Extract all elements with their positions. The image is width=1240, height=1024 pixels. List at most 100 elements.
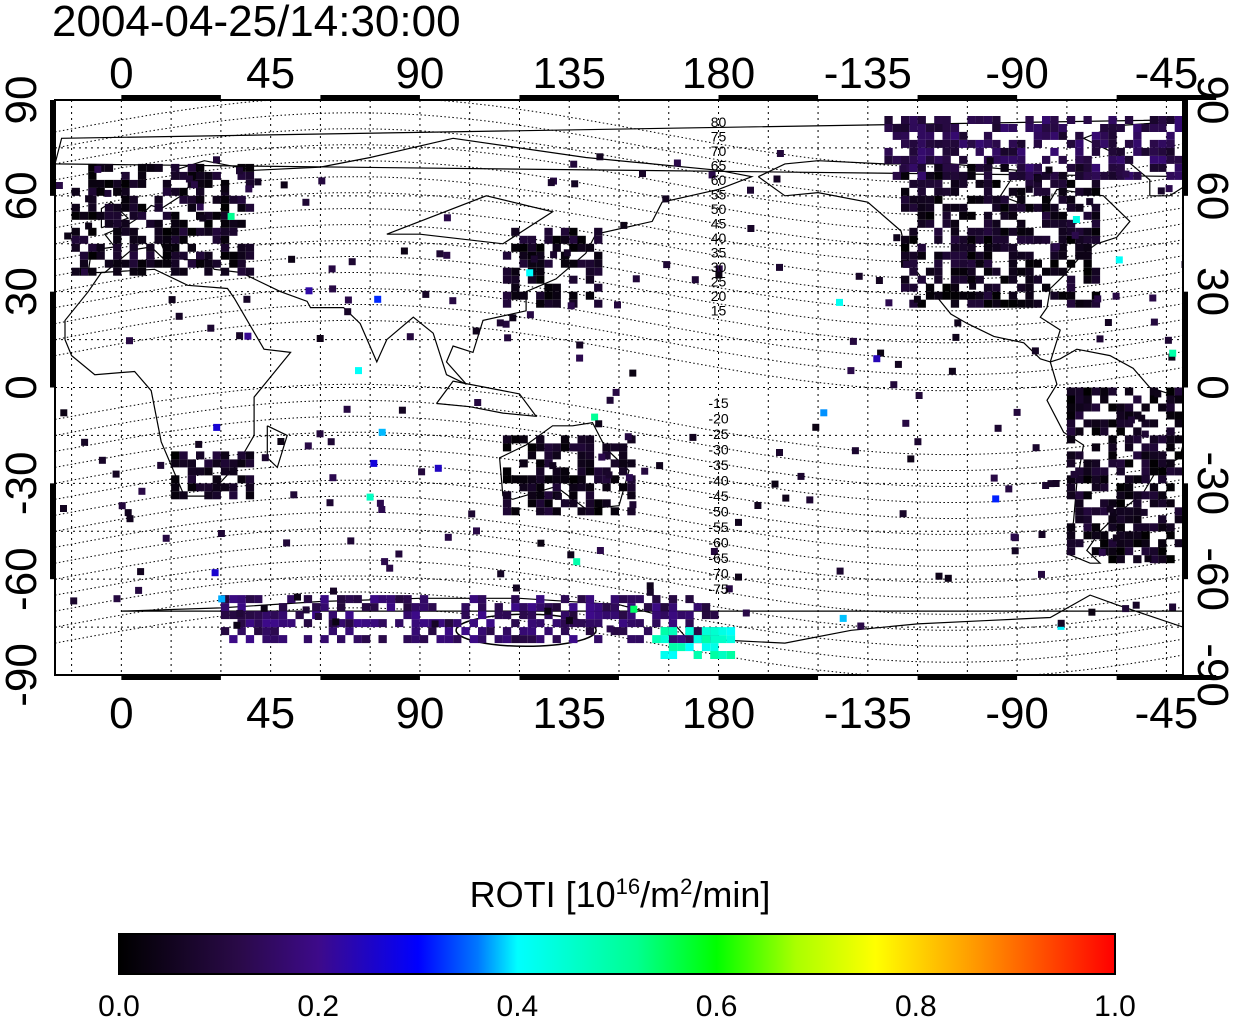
mlat-contour — [55, 176, 1183, 248]
roti-cell — [1149, 395, 1159, 404]
mlat-label: 35 — [711, 245, 727, 261]
roti-cell — [361, 635, 371, 644]
roti-cell — [877, 349, 885, 357]
roti-cell — [411, 635, 420, 644]
roti-cell — [1124, 459, 1134, 468]
roti-cell — [983, 187, 993, 196]
roti-cell — [196, 187, 205, 196]
roti-cell — [536, 635, 545, 644]
roti-cell — [129, 195, 138, 204]
roti-cell — [967, 195, 976, 204]
roti-cell — [1158, 467, 1167, 476]
roti-cell — [220, 219, 230, 228]
roti-cell — [983, 227, 993, 236]
roti-cell — [237, 459, 246, 468]
roti-cell — [1100, 499, 1109, 508]
roti-cell — [1127, 416, 1135, 424]
roti-cell — [398, 406, 406, 414]
roti-cell — [519, 627, 528, 636]
roti-cell — [577, 259, 586, 268]
roti-cell — [229, 219, 238, 228]
roti-cell — [1066, 139, 1076, 148]
roti-cell — [1075, 203, 1084, 212]
roti-cell — [839, 614, 847, 622]
roti-cell — [1141, 539, 1150, 548]
roti-cell — [245, 475, 255, 484]
roti-cell — [220, 251, 230, 260]
frame-bar-top — [519, 95, 619, 100]
roti-cell — [519, 611, 528, 620]
roti-cell — [179, 451, 188, 460]
roti-cell — [212, 171, 221, 180]
roti-cell — [1116, 531, 1125, 540]
x-tick-label: -45 — [1135, 49, 1199, 98]
mlat-label: -30 — [708, 442, 728, 458]
y-tick-label: 60 — [1188, 171, 1237, 220]
roti-cell — [1116, 547, 1125, 556]
roti-cell — [983, 235, 993, 244]
roti-cell — [950, 251, 960, 260]
roti-cell — [1116, 155, 1125, 164]
roti-cell — [1025, 203, 1034, 212]
roti-cell — [577, 243, 586, 252]
roti-cell — [1108, 403, 1117, 412]
roti-cell — [992, 283, 1001, 292]
roti-cell — [1100, 171, 1109, 180]
roti-cell — [1158, 515, 1167, 524]
frame-bar-top — [1116, 95, 1217, 100]
roti-cell — [544, 291, 553, 300]
roti-cell — [88, 179, 97, 188]
roti-cell — [992, 219, 1001, 228]
roti-cell — [212, 475, 221, 484]
roti-cell — [591, 413, 599, 421]
roti-cell — [1100, 483, 1109, 492]
roti-cell — [847, 367, 855, 375]
roti-cell — [1066, 403, 1076, 412]
roti-cell — [1058, 171, 1067, 180]
roti-cell — [270, 619, 279, 628]
roti-cell — [560, 499, 570, 508]
roti-cell — [1133, 499, 1142, 508]
roti-cell — [577, 443, 586, 452]
roti-cell — [967, 243, 976, 252]
roti-cell — [519, 243, 528, 252]
roti-cell — [950, 203, 960, 212]
x-tick-label: -135 — [824, 689, 912, 738]
roti-cell — [754, 502, 762, 509]
roti-cell — [1008, 187, 1018, 196]
roti-cell — [909, 259, 918, 268]
roti-cell — [577, 459, 586, 468]
roti-cell — [967, 116, 976, 124]
roti-cell — [1075, 387, 1084, 396]
roti-cell — [121, 259, 130, 268]
roti-cell — [473, 527, 480, 535]
roti-cell — [693, 627, 702, 636]
mlat-contour — [55, 304, 1183, 376]
roti-cell — [527, 275, 537, 284]
roti-cell — [925, 283, 935, 292]
roti-cell — [374, 295, 382, 303]
coastline-segment — [55, 119, 1183, 197]
roti-cell — [1158, 139, 1167, 148]
roti-cell — [536, 275, 545, 284]
roti-cell — [1115, 168, 1123, 176]
roti-cell — [129, 259, 138, 268]
mlat-contour — [55, 224, 1183, 296]
roti-cell — [627, 611, 636, 620]
roti-cell — [1091, 419, 1101, 428]
frame-bar-bottom — [917, 675, 1018, 680]
roti-cell — [569, 243, 578, 252]
roti-cell — [950, 124, 960, 132]
roti-cell — [154, 163, 163, 172]
roti-cell — [277, 438, 285, 445]
roti-cell — [925, 131, 935, 140]
roti-cell — [625, 474, 633, 482]
roti-cell — [1083, 187, 1092, 196]
roti-cell — [1091, 171, 1101, 180]
roti-cell — [113, 203, 122, 212]
roti-cell — [1083, 299, 1092, 308]
roti-cell — [596, 153, 604, 161]
roti-cell — [614, 301, 621, 309]
roti-cell — [917, 203, 926, 212]
roti-cell — [1138, 414, 1146, 422]
